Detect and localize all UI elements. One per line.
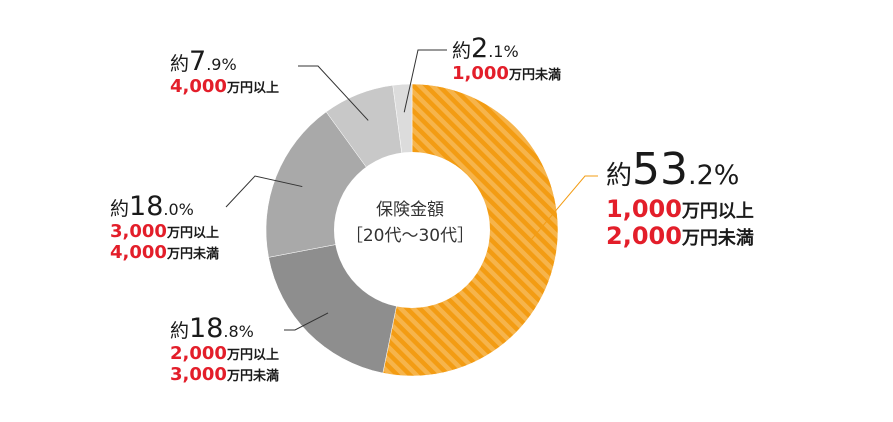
leader-line	[403, 49, 447, 113]
slice-percent: 約53.2%	[606, 144, 740, 195]
slice-range-line: 2,000万円未満	[606, 222, 754, 251]
slice-percent: 約2.1%	[452, 33, 519, 64]
slice-label-18-0: 約18.0% 3,000万円以上 4,000万円未満	[110, 191, 219, 263]
slice-range-line: 1,000万円未満	[452, 63, 561, 85]
donut-hole	[334, 152, 490, 308]
center-label-title: 保険金額	[376, 200, 444, 220]
slice-range-line: 4,000万円以上	[170, 76, 279, 98]
leader-line	[225, 175, 303, 208]
slice-range-line: 3,000万円以上	[110, 221, 219, 243]
slice-label-53-2: 約53.2% 1,000万円以上 2,000万円未満	[606, 144, 754, 251]
slice-percent: 約18.0%	[110, 191, 194, 222]
center-label: 保険金額 ［20代～30代］	[320, 198, 500, 249]
slice-label-2-1: 約2.1% 1,000万円未満	[452, 33, 561, 85]
slice-label-7-9: 約7.9% 4,000万円以上	[170, 46, 279, 98]
slice-percent: 約18.8%	[170, 313, 254, 344]
center-label-subtitle: ［20代～30代］	[345, 225, 475, 246]
slice-range-line: 3,000万円未満	[170, 363, 279, 385]
leader-line	[298, 65, 369, 121]
slice-range-line: 1,000万円以上	[606, 194, 754, 223]
slice-range-line: 4,000万円未満	[110, 241, 219, 263]
leader-line	[529, 175, 598, 243]
slice-range-line: 2,000万円以上	[170, 343, 279, 365]
slice-label-18-8: 約18.8% 2,000万円以上 3,000万円未満	[170, 313, 279, 385]
leader-line	[284, 312, 329, 331]
slice-percent: 約7.9%	[170, 46, 237, 77]
